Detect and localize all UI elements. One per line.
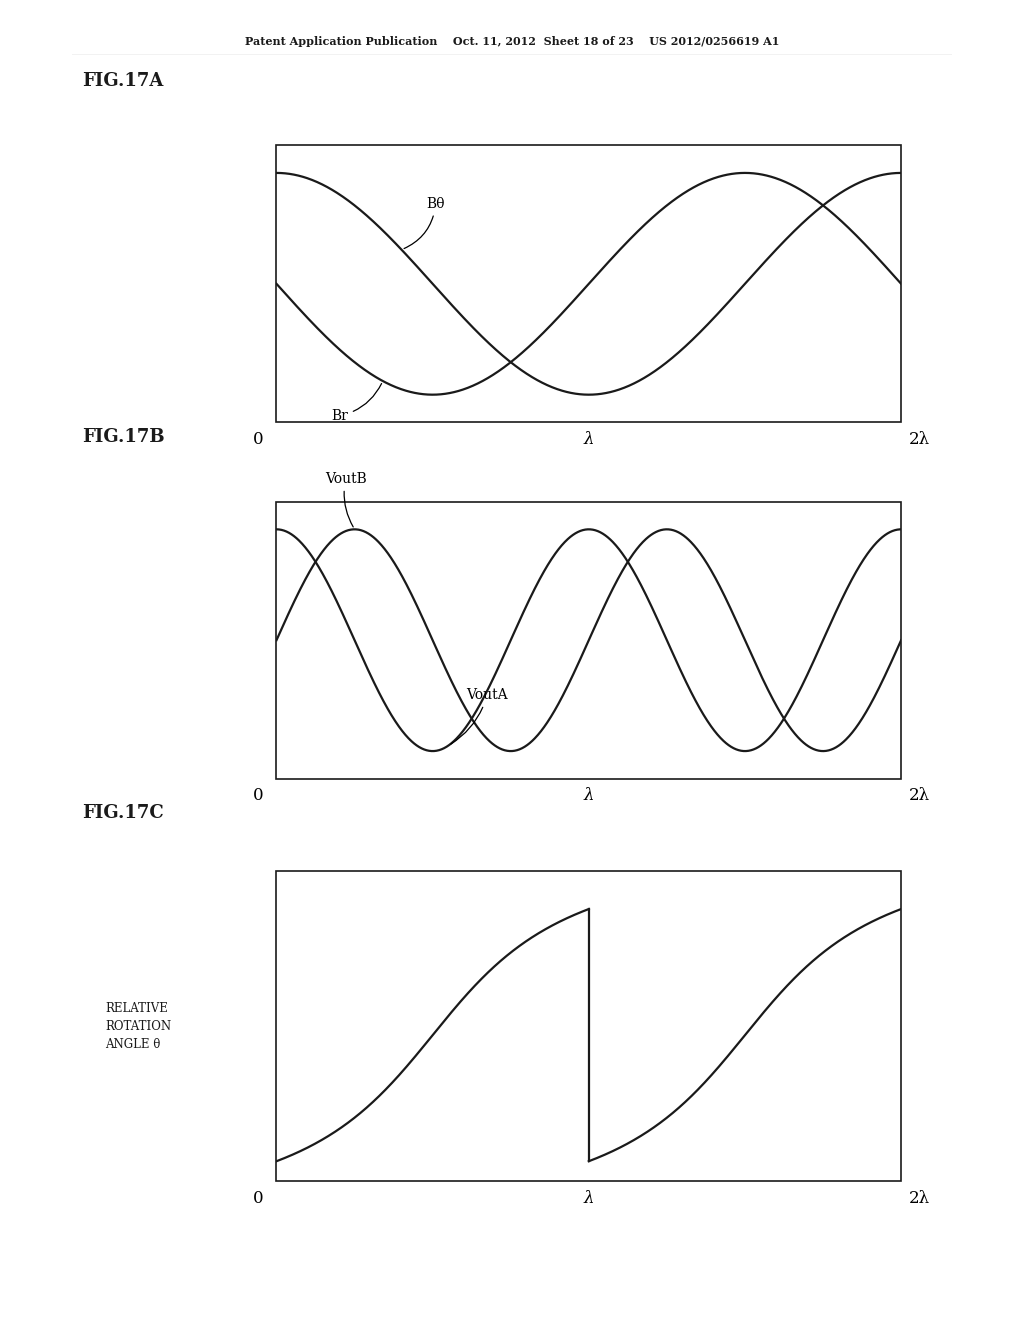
Text: 0: 0 [253,1189,263,1206]
Text: 0: 0 [253,787,263,804]
Text: FIG.17C: FIG.17C [82,804,164,822]
Text: VoutA: VoutA [451,688,508,744]
Text: FIG.17B: FIG.17B [82,428,165,446]
Text: Br: Br [331,384,382,422]
Text: RELATIVE
ROTATION
ANGLE θ: RELATIVE ROTATION ANGLE θ [105,1002,171,1051]
Text: Patent Application Publication    Oct. 11, 2012  Sheet 18 of 23    US 2012/02566: Patent Application Publication Oct. 11, … [245,36,779,46]
Bar [276,871,901,1181]
Text: Bθ: Bθ [404,197,444,248]
Text: 0: 0 [253,430,263,447]
Text: λ: λ [584,1189,594,1206]
Text: λ: λ [584,787,594,804]
Text: VoutB: VoutB [325,471,367,527]
Text: 2λ: 2λ [909,1189,930,1206]
Text: 2λ: 2λ [909,430,930,447]
Bar [276,502,901,779]
Text: λ: λ [584,430,594,447]
Text: 2λ: 2λ [909,787,930,804]
Bar [276,145,901,422]
Text: FIG.17A: FIG.17A [82,71,163,90]
